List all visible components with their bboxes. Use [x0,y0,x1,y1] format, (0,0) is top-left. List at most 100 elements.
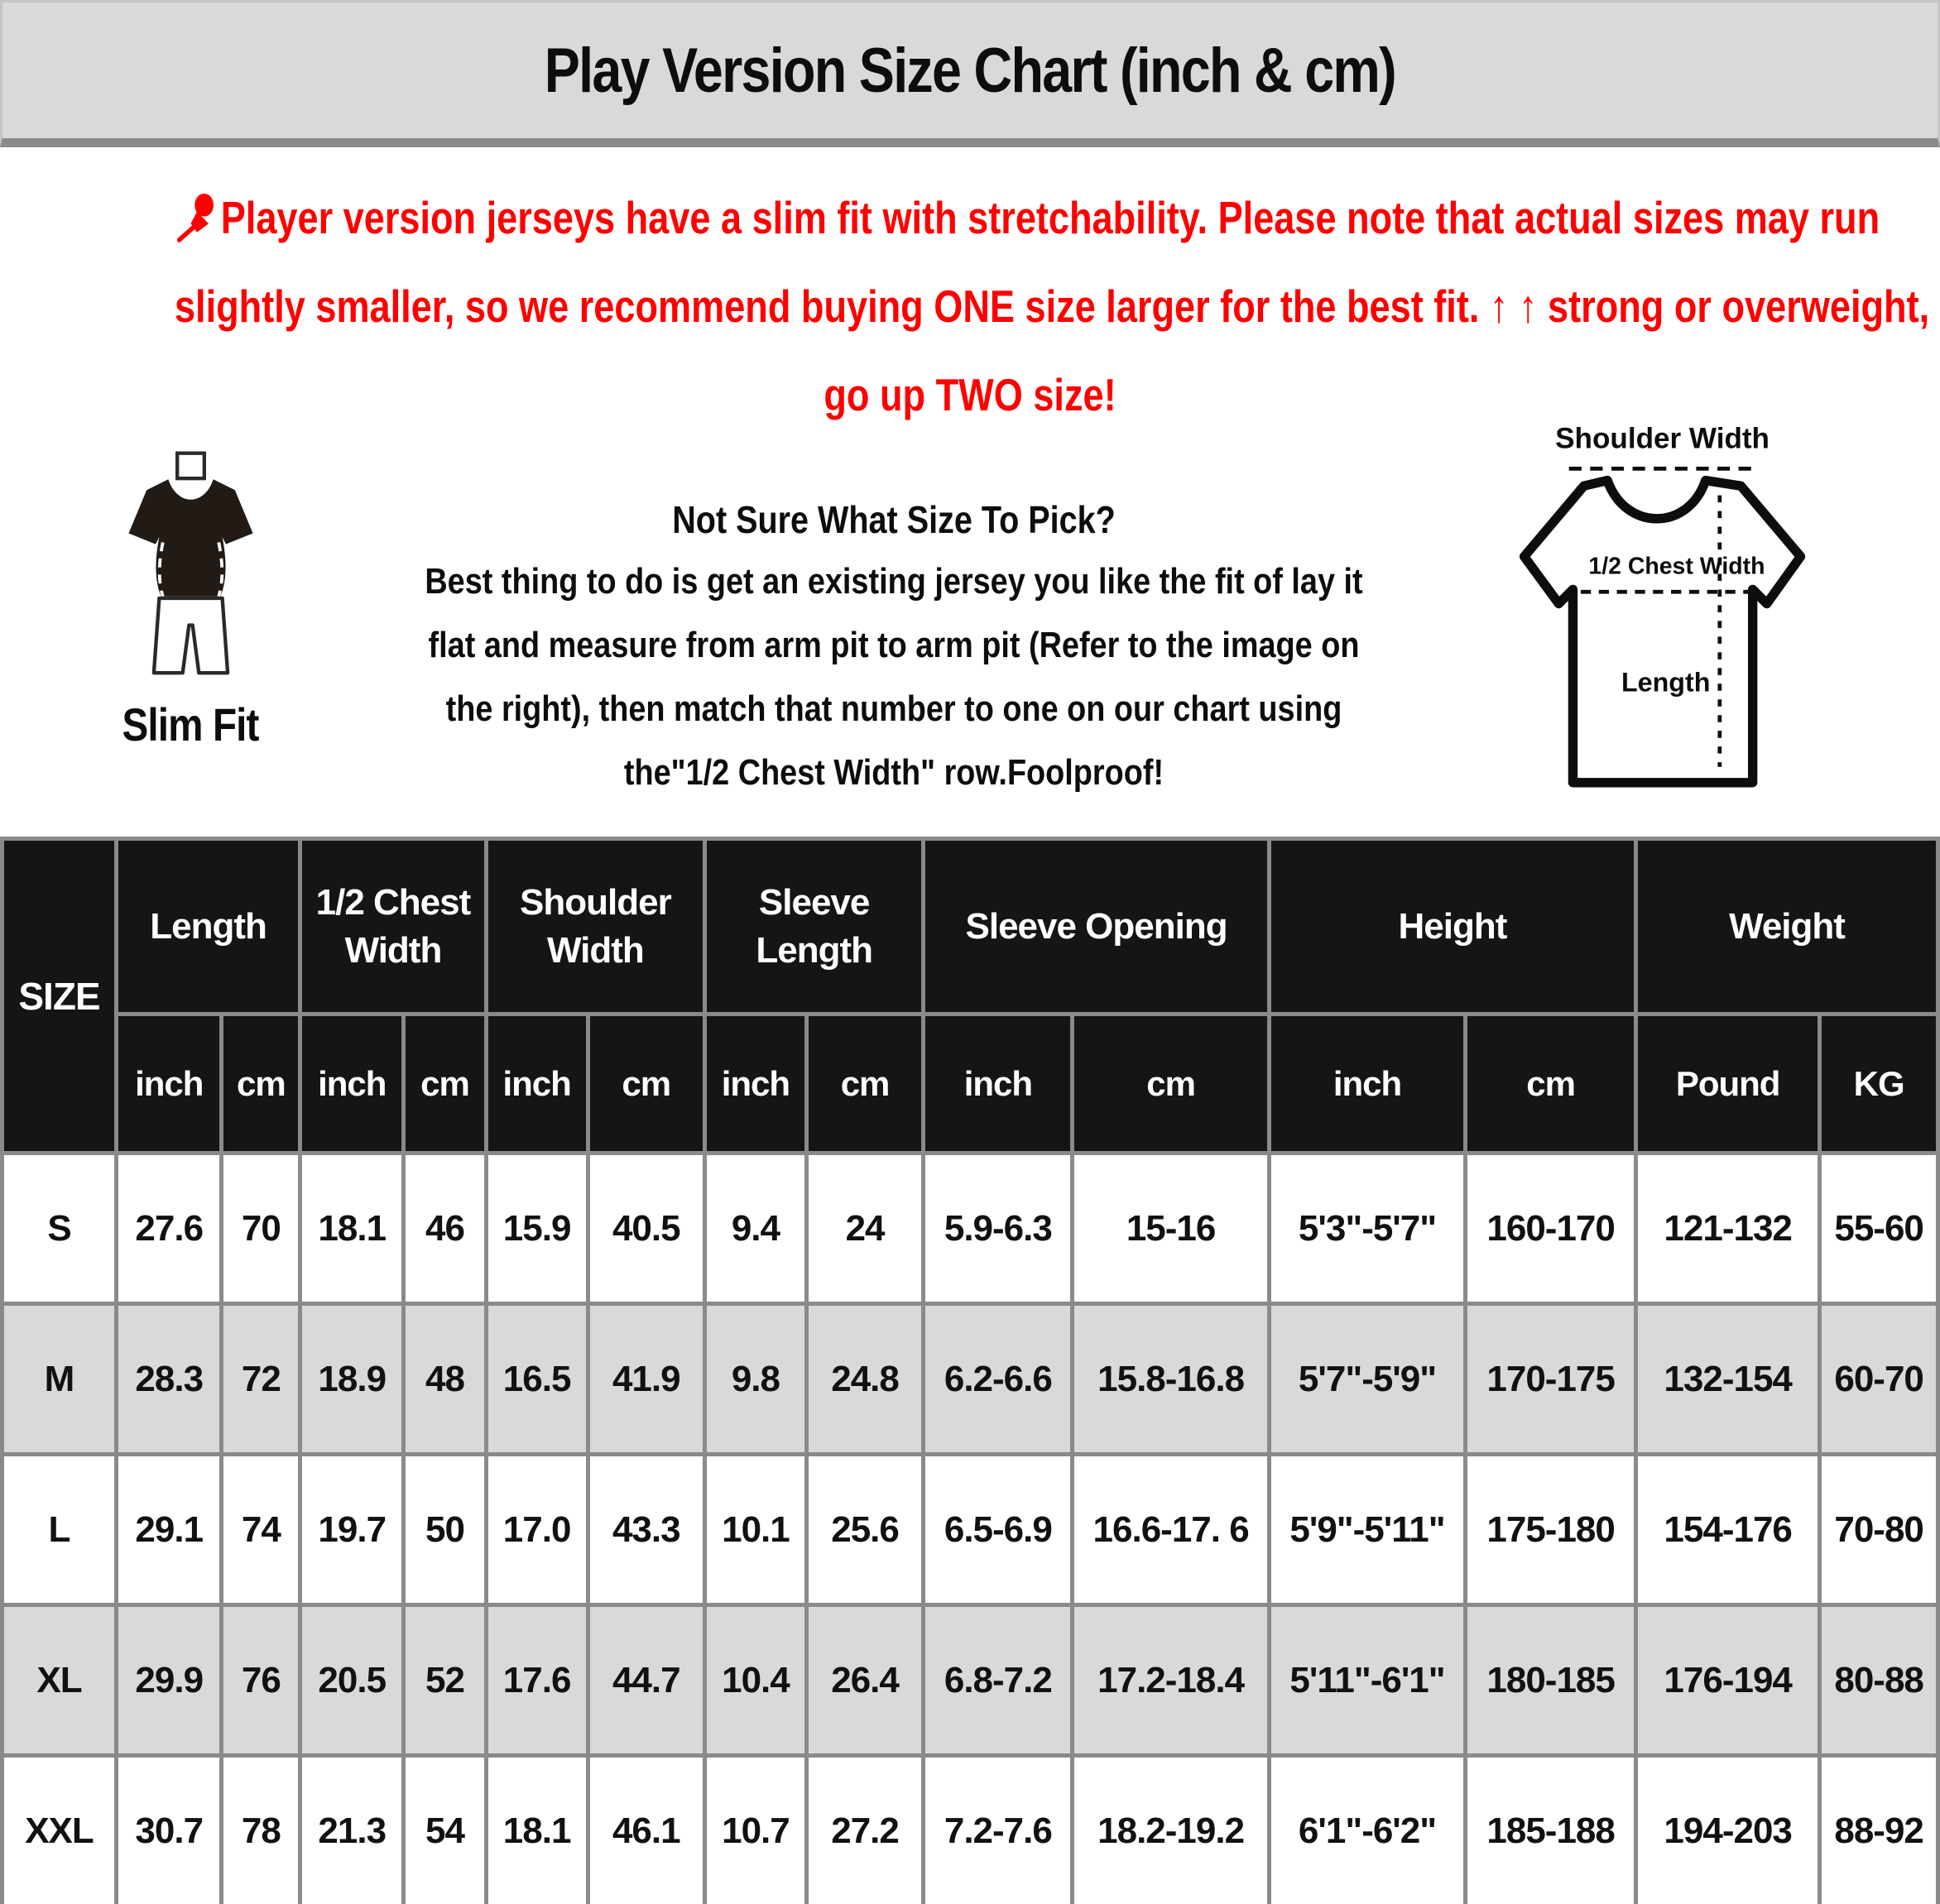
value-cell: 10.4 [703,1603,809,1758]
value-cell: 54 [401,1753,488,1904]
value-cell: 15-16 [1070,1151,1271,1306]
size-cell: L [0,1452,118,1607]
value-cell: 52 [401,1603,488,1758]
value-cell: 194-203 [1634,1753,1822,1904]
value-cell: 180-185 [1463,1603,1639,1758]
value-cell: 17.2-18.4 [1070,1603,1271,1758]
size-guide-text: Not Sure What Size To Pick? Best thing t… [294,490,1494,804]
unit-header: cm [401,1012,488,1155]
guide-body-line: flat and measure from arm pit to arm pit… [428,625,1360,665]
value-cell: 5'9"-5'11" [1266,1452,1468,1607]
notice-line-1: Player version jerseys have a slim fit w… [175,174,1880,262]
value-cell: 185-188 [1463,1753,1639,1904]
value-cell: 6.5-6.9 [921,1452,1075,1607]
value-cell: 9.4 [703,1151,809,1306]
notice-line-2-text: slightly smaller, so we recommend buying… [174,281,1930,332]
value-cell: 24.8 [804,1302,926,1456]
value-cell: 44.7 [585,1603,708,1758]
guide-body: Best thing to do is get an existing jers… [294,549,1494,804]
unit-header: cm [804,1012,926,1155]
value-cell: 29.1 [113,1452,224,1607]
size-table-head: SIZE Length 1/2 Chest Width Shoulder Width… [0,837,1940,1155]
unit-header: cm [1070,1012,1271,1155]
value-cell: 50 [401,1452,488,1607]
value-cell: 43.3 [585,1452,708,1607]
tshirt-outline [1519,475,1806,788]
guide-body-line: the"1/2 Chest Width" row.Foolproof! [623,752,1164,793]
value-cell: 5'3"-5'7" [1266,1151,1468,1306]
size-cell: XL [0,1603,118,1758]
diagram-length-label: Length [1621,668,1710,698]
value-cell: 18.2-19.2 [1070,1753,1271,1904]
value-cell: 16.5 [483,1302,590,1456]
value-cell: 176-194 [1634,1603,1822,1758]
value-cell: 121-132 [1634,1151,1822,1306]
value-cell: 10.1 [703,1452,809,1607]
notice-line-3-text: go up TWO size! [824,369,1116,420]
unit-header: inch [483,1012,590,1155]
value-cell: 30.7 [113,1753,224,1904]
unit-header-row: inch cm inch cm inch cm inch cm inch cm inch cm Poun… [2,1012,1940,1155]
value-cell: 46.1 [585,1753,708,1904]
value-cell: 25.6 [804,1452,926,1607]
value-cell: 80-88 [1818,1603,1940,1758]
notice-line-3: go up TWO size! [175,351,1765,439]
diagram-shoulder-width-label: Shoulder Width [1555,423,1770,455]
value-cell: 6.2-6.6 [921,1302,1075,1456]
notice-section: Player version jerseys have a slim fit w… [0,174,1940,439]
slim-fit-figure: Slim Fit [58,448,323,751]
value-cell: 27.2 [804,1753,926,1904]
unit-header: KG [1818,1012,1940,1155]
slim-fit-label: Slim Fit [122,698,259,751]
size-table-body: S 27.6 70 18.1 46 15.9 40.5 9.4 24 5.9-6.3 15-16 5'… [0,1151,1940,1904]
value-cell: 6'1"-6'2" [1266,1753,1468,1904]
value-cell: 10.7 [703,1753,809,1904]
group-header-sleeve-length: Sleeve Length [703,837,926,1016]
size-cell: S [0,1151,118,1306]
value-cell: 5.9-6.3 [921,1151,1075,1306]
unit-header: inch [703,1012,809,1155]
value-cell: 154-176 [1634,1452,1822,1607]
value-cell: 160-170 [1463,1151,1639,1306]
group-header-shoulder-width: Shoulder Width [483,837,708,1016]
value-cell: 18.1 [298,1151,406,1306]
group-header-1-2-chest-width: 1/2 Chest Width [298,837,488,1016]
unit-header: cm [585,1012,708,1155]
page-title: Play Version Size Chart (inch & cm) [544,35,1397,106]
value-cell: 78 [219,1753,303,1904]
unit-header: inch [1266,1012,1468,1155]
unit-header: cm [1463,1012,1639,1155]
value-cell: 27.6 [113,1151,224,1306]
group-header-weight: Weight [1634,837,1940,1016]
group-header-sleeve-opening: Sleeve Opening [921,837,1271,1016]
value-cell: 16.6-17. 6 [1070,1452,1271,1607]
value-cell: 40.5 [585,1151,708,1306]
value-cell: 74 [219,1452,303,1607]
size-table: SIZE Length 1/2 Chest Width Shoulder Width… [0,837,1940,1904]
value-cell: 88-92 [1818,1753,1940,1904]
value-cell: 17.0 [483,1452,590,1607]
table-row-l: L 29.1 74 19.7 50 17.0 43.3 10.1 25.6 6.5-6.9 16.6… [0,1452,1940,1607]
group-header-row: SIZE Length 1/2 Chest Width Shoulder Width… [0,837,1940,1155]
value-cell: 18.1 [483,1753,590,1904]
diagram-chest-width-label: 1/2 Chest Width [1588,553,1765,579]
value-cell: 9.8 [703,1302,809,1456]
value-cell: 132-154 [1634,1302,1822,1456]
value-cell: 20.5 [298,1603,406,1758]
unit-header: inch [113,1012,224,1155]
value-cell: 175-180 [1463,1452,1639,1607]
unit-header: Pound [1634,1012,1822,1155]
pushpin-icon [176,193,214,243]
slim-fit-icon [127,451,253,675]
page-header: Play Version Size Chart (inch & cm) [0,0,1940,147]
value-cell: 18.9 [298,1302,406,1456]
size-cell: M [0,1302,118,1456]
value-cell: 48 [401,1302,488,1456]
value-cell: 15.8-16.8 [1070,1302,1271,1456]
value-cell: 26.4 [804,1603,926,1758]
guide-body-line: the right), then match that number to on… [445,688,1342,729]
value-cell: 55-60 [1818,1151,1940,1306]
value-cell: 70 [219,1151,303,1306]
value-cell: 170-175 [1463,1302,1639,1456]
